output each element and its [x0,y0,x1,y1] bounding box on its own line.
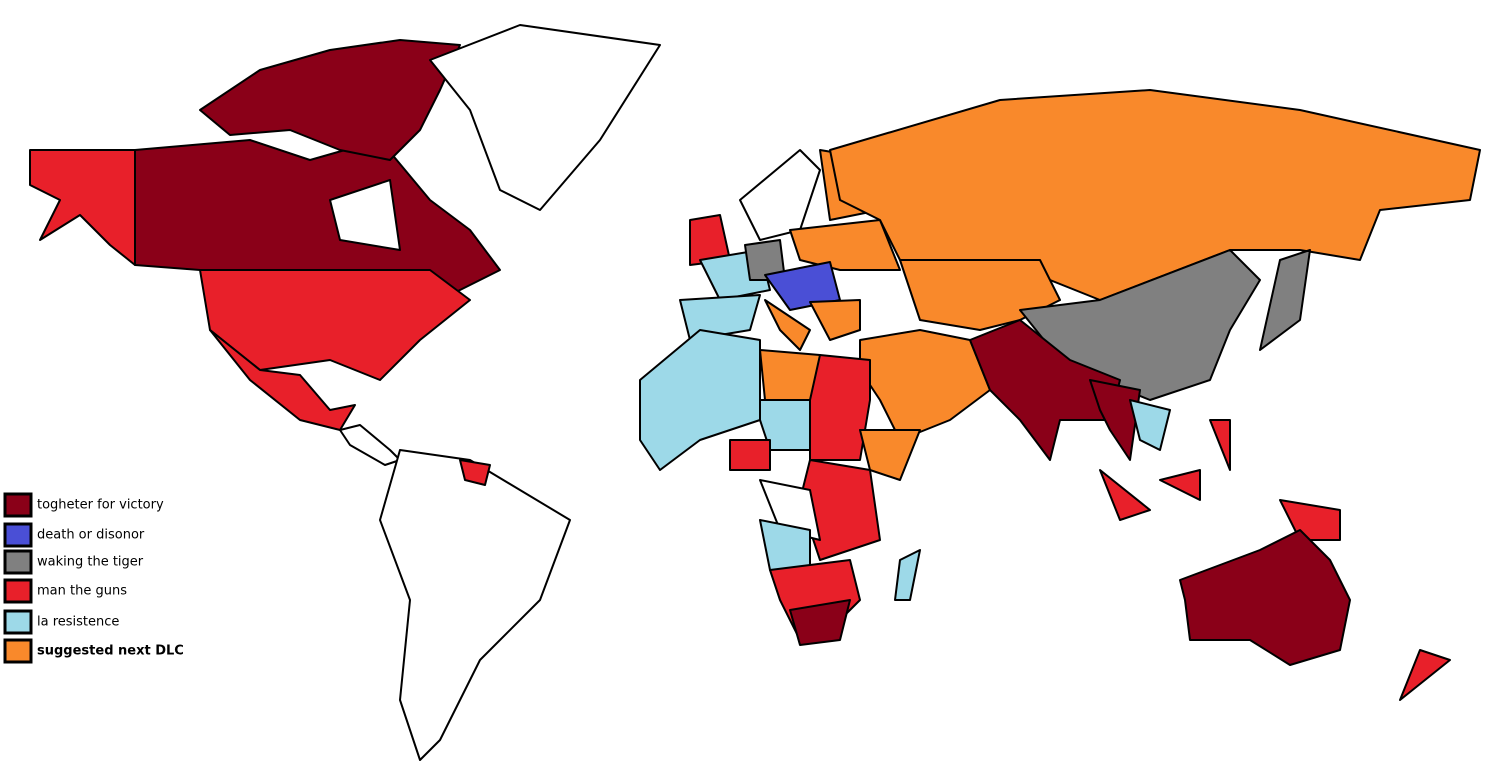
legend-label: waking the tiger [37,555,144,570]
new-guinea [1279,499,1341,541]
burma [1089,379,1141,461]
south-america [379,449,571,761]
japan [1259,249,1311,351]
india [969,319,1121,461]
legend-label: suggested next DLC [37,644,184,659]
congo [759,479,821,541]
legend-label: man the guns [37,584,127,599]
angola [759,519,811,571]
australia [1179,529,1351,666]
italy [764,299,811,351]
eastern-europe [789,219,901,271]
legend-label: death or disonor [37,528,145,543]
madagascar [894,549,921,601]
iberia [679,294,761,341]
philippines [1209,419,1231,471]
legend-swatch [3,638,33,664]
hudson-bay [329,179,401,251]
nigeria [729,439,771,471]
guyana [459,459,491,486]
mexico [209,329,356,431]
borneo [1159,469,1201,501]
legend: togheter for victory death or disonor waki… [3,492,184,664]
legend-label: la resistence [37,615,119,630]
south-africa [789,599,851,646]
balkans [809,299,861,341]
arctic-islands [199,39,461,161]
new-zealand [1399,649,1451,701]
north-africa [639,329,761,471]
legend-label: togheter for victory [37,498,164,513]
legend-swatch [3,522,33,548]
greenland [429,24,661,211]
legend-swatch [3,578,33,604]
central-america [339,424,401,466]
legend-swatch [3,609,33,635]
middle-east [859,329,991,441]
sumatra [1099,469,1151,521]
indochina [1129,399,1171,451]
scandinavia [739,149,821,241]
horn-of-africa [859,429,921,481]
russia [829,89,1481,301]
egypt-sudan [809,354,871,461]
chad-niger [759,399,811,451]
legend-swatch [3,549,33,575]
alaska [29,149,136,266]
legend-swatch [3,492,33,518]
map-regions [29,24,1481,761]
